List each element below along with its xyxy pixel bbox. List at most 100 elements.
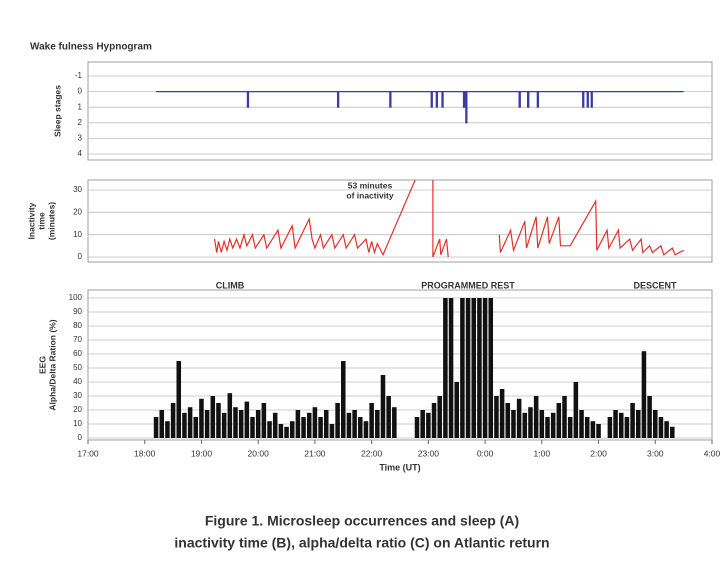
y-tick-label: 30	[73, 391, 82, 400]
bar	[159, 410, 165, 438]
bar	[533, 396, 539, 438]
bar	[204, 410, 210, 438]
bar	[550, 412, 556, 438]
caption: Figure 1. Microsleep occurrences and sle…	[205, 513, 519, 529]
bar	[420, 410, 425, 438]
bar	[227, 393, 233, 438]
bar	[392, 407, 397, 438]
x-tick-label: 22:00	[361, 448, 383, 458]
bar	[494, 396, 499, 438]
bar	[545, 417, 550, 438]
y-tick-label: 2	[78, 118, 83, 127]
bar	[613, 410, 618, 438]
y-tick-label: 70	[73, 335, 82, 344]
plot-frame	[87, 61, 713, 161]
bar	[312, 407, 318, 438]
bar	[522, 412, 528, 438]
bar	[647, 396, 652, 438]
bar	[488, 298, 494, 438]
bar	[630, 403, 635, 438]
bar	[284, 426, 289, 438]
bar	[607, 417, 613, 438]
bar	[233, 407, 238, 438]
bar	[244, 401, 250, 438]
bar	[238, 410, 244, 438]
bar	[289, 421, 295, 438]
bar	[516, 398, 522, 438]
x-tick-label: 4:00	[704, 448, 721, 458]
bar	[658, 417, 664, 438]
bar	[363, 421, 369, 438]
bar	[414, 417, 420, 438]
bar	[358, 417, 363, 438]
y-tick-label: 10	[73, 419, 82, 428]
x-tick-label: 3:00	[647, 448, 664, 458]
bar	[562, 396, 567, 438]
bar	[306, 412, 312, 438]
bar	[216, 403, 221, 438]
bar	[426, 412, 431, 438]
bar	[261, 403, 267, 438]
bar	[380, 375, 386, 438]
x-tick-label: 20:00	[248, 448, 270, 458]
y-axis-label: time	[36, 212, 46, 230]
bar	[477, 298, 482, 438]
bar	[448, 298, 454, 438]
data-line	[213, 180, 684, 258]
y-tick-label: 0	[78, 433, 83, 442]
bar	[255, 410, 261, 438]
bar	[301, 417, 306, 438]
y-tick-label: 20	[73, 207, 82, 216]
bar	[431, 403, 437, 438]
y-tick-label: -1	[75, 71, 83, 80]
y-axis-label: Sleep stages	[52, 85, 62, 137]
caption: inactivity time (B), alpha/delta ratio (…	[174, 535, 549, 551]
bar	[528, 407, 533, 438]
bar	[369, 403, 374, 438]
x-tick-label: 21:00	[304, 448, 326, 458]
y-tick-label: 60	[73, 349, 82, 358]
x-axis-label: Time (UT)	[379, 462, 420, 472]
x-tick-label: 1:00	[534, 448, 551, 458]
data-line	[156, 91, 684, 124]
y-tick-label: 1	[78, 102, 83, 111]
bar	[295, 410, 301, 438]
y-tick-label: 80	[73, 321, 82, 330]
bar	[193, 417, 199, 438]
y-tick-label: 0	[78, 252, 83, 261]
bar	[153, 417, 159, 438]
x-tick-label: 2:00	[590, 448, 607, 458]
bar	[573, 382, 579, 438]
bar	[579, 410, 584, 438]
bar	[590, 421, 596, 438]
bar	[653, 410, 658, 438]
y-tick-label: 10	[73, 230, 82, 239]
y-tick-label: 50	[73, 363, 82, 372]
bar	[386, 396, 391, 438]
y-tick-label: 20	[73, 405, 82, 414]
y-axis-label: Alpha/Delta Ration (%)	[47, 319, 57, 410]
y-tick-label: 3	[78, 134, 83, 143]
plot-frame	[87, 289, 713, 441]
bar	[454, 382, 459, 438]
x-tick-label: 18:00	[134, 448, 156, 458]
bar	[341, 361, 346, 438]
phase-label: CLIMB	[216, 280, 245, 290]
y-tick-label: 30	[73, 185, 82, 194]
y-tick-label: 100	[69, 293, 83, 302]
x-tick-label: 17:00	[77, 448, 99, 458]
bar	[539, 410, 545, 438]
bar	[329, 424, 335, 438]
plot-frame	[87, 179, 713, 263]
y-axis-label: EEG	[37, 356, 47, 374]
x-tick-label: 19:00	[191, 448, 213, 458]
bar	[443, 298, 448, 438]
bar	[460, 298, 465, 438]
phase-label: PROGRAMMED REST	[421, 280, 515, 290]
y-tick-label: 40	[73, 377, 82, 386]
bar	[635, 410, 641, 438]
bar	[199, 398, 204, 438]
bar	[584, 417, 590, 438]
bar	[618, 412, 624, 438]
